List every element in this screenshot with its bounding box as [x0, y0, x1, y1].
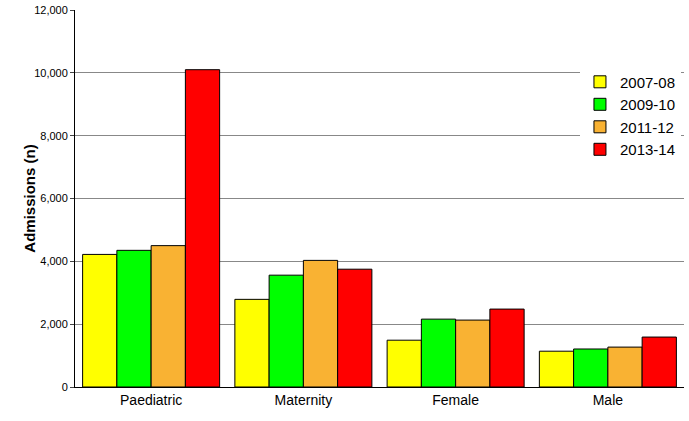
svg-text:4,000: 4,000 [40, 255, 68, 267]
svg-text:2,000: 2,000 [40, 318, 68, 330]
svg-text:2011-12: 2011-12 [620, 119, 674, 136]
svg-text:12,000: 12,000 [34, 4, 68, 16]
svg-text:Male: Male [593, 392, 624, 408]
svg-text:6,000: 6,000 [40, 192, 68, 204]
svg-text:0: 0 [62, 381, 68, 393]
svg-text:8,000: 8,000 [40, 130, 68, 142]
svg-text:Admissions (n): Admissions (n) [21, 144, 38, 252]
svg-text:2007-08: 2007-08 [620, 74, 675, 91]
svg-text:Maternity: Maternity [275, 392, 333, 408]
svg-text:10,000: 10,000 [34, 67, 68, 79]
svg-text:Female: Female [432, 392, 479, 408]
svg-text:Paediatric: Paediatric [120, 392, 182, 408]
svg-text:2013-14: 2013-14 [620, 141, 675, 158]
svg-text:2009-10: 2009-10 [620, 96, 675, 113]
